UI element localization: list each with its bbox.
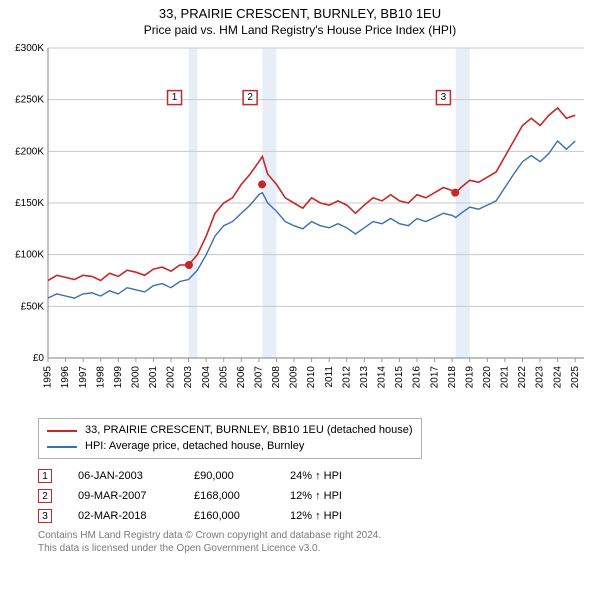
- legend-swatch: [47, 430, 77, 432]
- transaction-price: £90,000: [194, 470, 264, 482]
- transaction-row: 2 09-MAR-2007 £168,000 12% ↑ HPI: [38, 489, 592, 503]
- svg-text:2009: 2009: [289, 366, 300, 389]
- license-line-2: This data is licensed under the Open Gov…: [38, 543, 320, 554]
- svg-text:2025: 2025: [570, 366, 581, 389]
- transaction-date: 02-MAR-2018: [78, 510, 168, 522]
- transaction-pct: 12% ↑ HPI: [290, 510, 370, 522]
- svg-text:2005: 2005: [218, 366, 229, 389]
- svg-text:2004: 2004: [201, 366, 212, 389]
- legend: 33, PRAIRIE CRESCENT, BURNLEY, BB10 1EU …: [38, 418, 422, 459]
- svg-text:2023: 2023: [535, 366, 546, 389]
- svg-text:2006: 2006: [236, 366, 247, 389]
- transaction-row: 3 02-MAR-2018 £160,000 12% ↑ HPI: [38, 509, 592, 523]
- legend-row: 33, PRAIRIE CRESCENT, BURNLEY, BB10 1EU …: [47, 423, 413, 438]
- svg-text:2007: 2007: [254, 366, 265, 389]
- svg-text:2018: 2018: [447, 366, 458, 389]
- svg-text:2002: 2002: [166, 366, 177, 389]
- license-text: Contains HM Land Registry data © Crown c…: [38, 529, 558, 555]
- chart-title: 33, PRAIRIE CRESCENT, BURNLEY, BB10 1EU: [8, 6, 592, 23]
- transaction-date: 06-JAN-2003: [78, 470, 168, 482]
- svg-text:£50K: £50K: [21, 302, 45, 313]
- svg-text:£0: £0: [33, 353, 45, 364]
- svg-text:2020: 2020: [482, 366, 493, 389]
- chart-svg: £0 £50K £100K £150K £200K £250K £300K 1995 1996 1…: [8, 42, 592, 412]
- svg-text:2017: 2017: [429, 366, 440, 389]
- svg-text:2014: 2014: [377, 366, 388, 389]
- svg-text:2019: 2019: [464, 366, 475, 389]
- svg-text:£300K: £300K: [15, 43, 44, 54]
- svg-text:2013: 2013: [359, 366, 370, 389]
- svg-text:£100K: £100K: [15, 250, 44, 261]
- svg-text:1997: 1997: [78, 366, 89, 389]
- svg-text:2022: 2022: [517, 366, 528, 389]
- svg-text:2012: 2012: [341, 366, 352, 389]
- svg-text:2000: 2000: [131, 366, 142, 389]
- transaction-marker: 3: [38, 509, 52, 523]
- chart-plot-area: £0 £50K £100K £150K £200K £250K £300K 1995 1996 1…: [8, 42, 592, 412]
- svg-text:2011: 2011: [324, 366, 335, 388]
- series-hpi: [48, 141, 575, 298]
- svg-text:2024: 2024: [552, 366, 563, 389]
- legend-label: HPI: Average price, detached house, Burn…: [85, 439, 304, 454]
- legend-row: HPI: Average price, detached house, Burn…: [47, 439, 413, 454]
- chart-subtitle: Price paid vs. HM Land Registry's House …: [8, 23, 592, 39]
- transactions-table: 1 06-JAN-2003 £90,000 24% ↑ HPI 2 09-MAR-2007…: [38, 469, 592, 523]
- legend-label: 33, PRAIRIE CRESCENT, BURNLEY, BB10 1EU …: [85, 423, 413, 438]
- legend-swatch: [47, 446, 77, 448]
- transaction-price: £168,000: [194, 490, 264, 502]
- transaction-price: £160,000: [194, 510, 264, 522]
- svg-text:£200K: £200K: [15, 147, 44, 158]
- sale-marker-num-2: 2: [247, 93, 253, 104]
- transaction-date: 09-MAR-2007: [78, 490, 168, 502]
- sale-dot-1: [185, 261, 193, 269]
- transaction-row: 1 06-JAN-2003 £90,000 24% ↑ HPI: [38, 469, 592, 483]
- svg-text:2015: 2015: [394, 366, 405, 389]
- svg-text:1995: 1995: [43, 366, 54, 389]
- sale-marker-num-3: 3: [441, 93, 447, 104]
- svg-text:2001: 2001: [148, 366, 159, 389]
- svg-text:2003: 2003: [183, 366, 194, 389]
- svg-text:£250K: £250K: [15, 95, 44, 106]
- sale-marker-num-1: 1: [172, 93, 178, 104]
- svg-text:1996: 1996: [60, 366, 71, 389]
- transaction-pct: 12% ↑ HPI: [290, 490, 370, 502]
- transaction-marker: 1: [38, 469, 52, 483]
- license-line-1: Contains HM Land Registry data © Crown c…: [38, 530, 381, 541]
- svg-text:£150K: £150K: [15, 198, 44, 209]
- svg-text:1998: 1998: [95, 366, 106, 389]
- chart-container: 33, PRAIRIE CRESCENT, BURNLEY, BB10 1EU …: [0, 0, 600, 563]
- svg-text:2021: 2021: [500, 366, 511, 389]
- svg-text:2008: 2008: [271, 366, 282, 389]
- transaction-pct: 24% ↑ HPI: [290, 470, 370, 482]
- transaction-marker: 2: [38, 489, 52, 503]
- svg-text:2016: 2016: [412, 366, 423, 389]
- sale-dot-2: [258, 181, 266, 189]
- svg-text:1999: 1999: [113, 366, 124, 389]
- sale-dot-3: [451, 189, 459, 197]
- svg-text:2010: 2010: [306, 366, 317, 389]
